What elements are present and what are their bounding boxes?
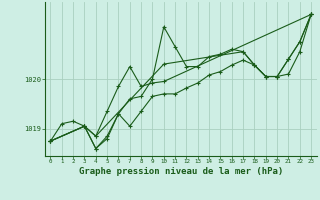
X-axis label: Graphe pression niveau de la mer (hPa): Graphe pression niveau de la mer (hPa) xyxy=(79,167,283,176)
